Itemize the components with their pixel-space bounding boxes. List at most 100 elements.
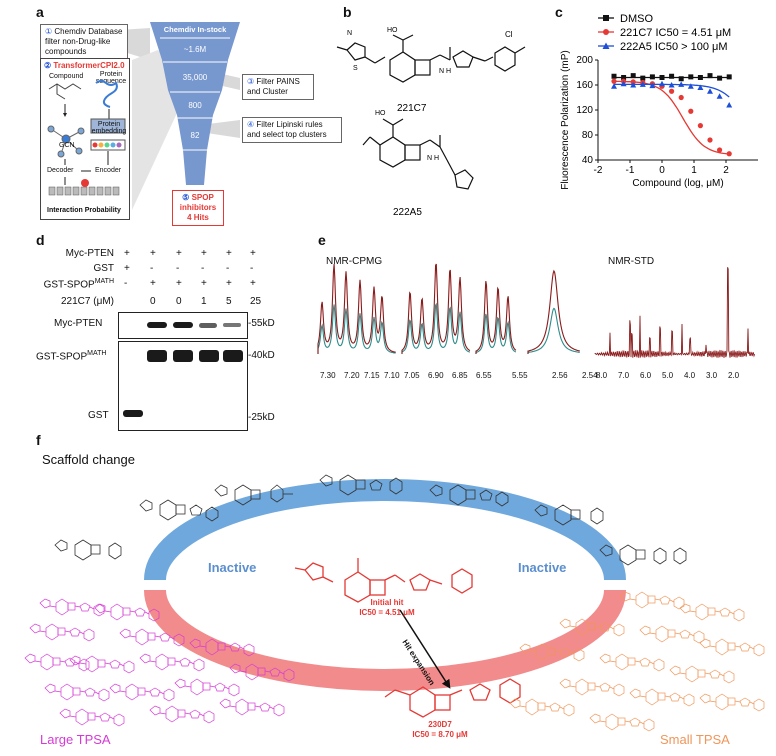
step-1-num: ①: [45, 27, 53, 36]
point-DMSO: [630, 73, 636, 79]
blot-label-gst-spop: GST-SPOPMATH: [36, 350, 106, 362]
scaffold-structure: [619, 591, 685, 610]
point-221C7: [697, 123, 703, 129]
scaffold-structure: [119, 628, 185, 647]
legend-label-222A5: 222A5 IC50 > 100 μM: [620, 41, 728, 53]
condition-cell: +: [150, 248, 156, 259]
scaffold-structure: [139, 653, 205, 672]
std-tick-label: 7.0: [618, 371, 630, 380]
b-oh-label-1: HO: [387, 27, 398, 34]
small-tpsa-label: Small TPSA: [660, 732, 730, 747]
point-DMSO: [717, 75, 723, 81]
x-tick-label: 1: [691, 165, 697, 176]
scaffold-structure: [639, 625, 705, 644]
std-tick-label: 6.0: [640, 371, 652, 380]
scaffold-structure: [219, 698, 285, 717]
x-tick-label: 2: [723, 165, 729, 176]
funnel-value-4: 82: [190, 131, 200, 140]
y-tick-label: 200: [576, 55, 593, 66]
point-DMSO: [621, 75, 627, 80]
x-axis-label: Compound (log, μM): [632, 178, 723, 189]
blot-label-gst: GST: [88, 410, 109, 421]
active-left-label: active: [212, 593, 249, 608]
std-tick-label: 5.0: [662, 371, 674, 380]
scaffold-structure: [519, 643, 585, 662]
condition-cell: -: [176, 263, 180, 274]
condition-cell: 1: [201, 296, 207, 307]
panel-b-structures: N S HO N H Cl 221C7 HO N H 222A5: [336, 27, 526, 218]
step-2-encoder: Encoder: [95, 167, 122, 174]
cpmg-tick-label: 5.55: [512, 371, 528, 380]
point-222A5: [620, 80, 627, 87]
condition-cell: +: [124, 263, 130, 274]
large-tpsa-label: Large TPSA: [40, 732, 111, 747]
band: [173, 350, 193, 362]
point-DMSO: [659, 75, 665, 80]
scaffold-structure: [599, 653, 665, 672]
hit2-name: 230D7: [428, 720, 452, 729]
point-221C7: [678, 94, 684, 101]
cpmg-tick-label: 2.54: [582, 371, 598, 380]
point-221C7: [630, 79, 636, 85]
x-tick-label: -2: [594, 165, 603, 176]
condition-row-sup: MATH: [94, 278, 114, 285]
std-tick-label: 4.0: [684, 371, 696, 380]
step-5-text: SPOP inhibitors 4 Hits: [179, 193, 217, 222]
y-tick-label: 160: [576, 80, 593, 91]
point-222A5: [659, 80, 665, 87]
point-DMSO: [688, 74, 694, 80]
cpmg-tick-label: 7.15: [364, 371, 380, 380]
point-222A5: [707, 88, 713, 94]
cpmg-tick-label: 6.55: [476, 371, 492, 380]
step-2-gcn: GCN: [59, 142, 75, 149]
scaffold-structure: [29, 623, 95, 642]
scaffold-structure: [559, 678, 625, 697]
y-tick-label: 80: [582, 130, 594, 141]
point-222A5: [678, 81, 685, 87]
point-DMSO: [678, 76, 684, 82]
step-5-box: ⑤ SPOP inhibitors 4 Hits: [172, 190, 224, 226]
condition-row-label: GST-SPOPMATH: [43, 278, 114, 291]
scaffold-structure: [24, 653, 90, 672]
point-DMSO: [697, 75, 703, 80]
small-tpsa-cluster: [509, 591, 765, 732]
condition-cell: -: [226, 263, 230, 274]
point-222A5: [687, 83, 694, 89]
step-3-box: ③ Filter PAINS and Cluster: [242, 74, 314, 100]
point-222A5: [697, 84, 704, 90]
nmr-cpmg-title: NMR-CPMG: [326, 256, 383, 267]
scaffold-graphics: [24, 474, 765, 732]
point-222A5: [630, 82, 637, 88]
condition-row-label: 221C7 (μM): [61, 296, 114, 307]
marker-25kd: -25kD: [248, 412, 275, 423]
nmr-spectra: [317, 263, 756, 359]
panel-label-f: f: [36, 432, 41, 448]
step-2-prob: Interaction Probability: [47, 207, 121, 214]
inactive-scaffolds: [54, 474, 687, 566]
scaffold-structure: [189, 638, 255, 657]
cpmg-tick-label: 7.05: [404, 371, 420, 380]
legend-marker-221C7: [603, 29, 609, 35]
scaffold-structure: [669, 665, 735, 684]
scaffold-structure: [629, 688, 695, 707]
band: [199, 323, 217, 328]
condition-cell: -: [150, 263, 154, 274]
scaffold-structure: [44, 683, 110, 702]
band: [223, 323, 241, 327]
cpmg-tick-label: 7.10: [384, 371, 400, 380]
std-tick-label: 3.0: [706, 371, 718, 380]
b-nh-label-2: N H: [427, 155, 439, 162]
cpmg-trace: [527, 269, 580, 354]
inactive-arc: [144, 479, 626, 581]
point-DMSO: [669, 73, 675, 79]
scaffold-structure: [109, 683, 175, 702]
blot-gst-spop: [118, 341, 248, 431]
band: [173, 322, 193, 328]
legend-marker-222A5: [602, 42, 610, 49]
condition-row-label: GST: [93, 263, 114, 274]
legend-marker-DMSO: [603, 15, 609, 21]
condition-cell: +: [201, 278, 207, 289]
cpmg-trace: [317, 263, 396, 354]
condition-cell: 0: [150, 296, 156, 307]
scaffold-structure: [509, 698, 575, 717]
